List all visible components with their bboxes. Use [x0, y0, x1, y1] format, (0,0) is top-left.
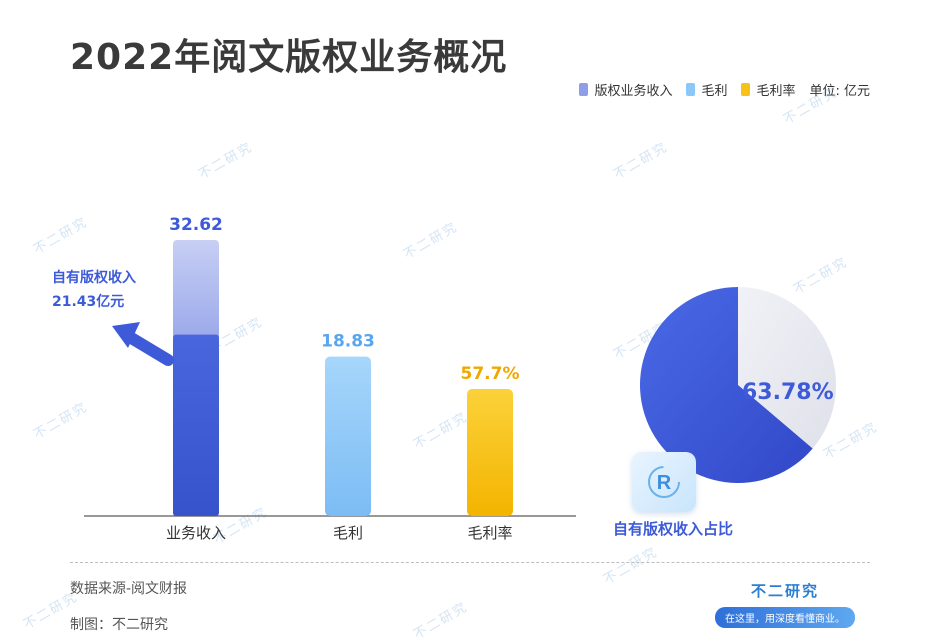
bar-revenue-total	[173, 240, 219, 341]
legend-item-gross-profit: 毛利	[686, 80, 727, 99]
brand-name: 不二研究	[750, 582, 819, 600]
annotation-line2: 21.43亿元	[52, 294, 125, 310]
data-source: 数据来源-阅文财报	[70, 581, 188, 597]
chart-maker: 制图：不二研究	[70, 617, 168, 633]
pie-slice-other	[738, 287, 836, 449]
category-label: 业务收入	[166, 524, 226, 542]
unit-label: 单位: 亿元	[809, 84, 870, 99]
legend-swatch	[741, 83, 751, 96]
annotation-arrow	[122, 330, 174, 366]
legend-item-margin: 毛利率	[741, 80, 795, 99]
bar-gross-margin	[467, 389, 513, 516]
legend-swatch	[686, 83, 696, 96]
pie-center-label: 63.78%	[742, 380, 834, 405]
bar-value-label: 57.7%	[461, 364, 520, 384]
pie-slice-self-owned	[639, 287, 813, 483]
legend-swatch	[579, 83, 589, 96]
divider	[70, 562, 870, 563]
pie-caption: 自有版权收入占比	[613, 520, 734, 538]
bar-value-label: 18.83	[321, 332, 375, 352]
legend-label: 毛利率	[756, 84, 796, 99]
category-label: 毛利	[333, 524, 363, 542]
annotation-arrowhead	[112, 322, 140, 348]
annotation-self-owned-revenue: 自有版权收入 21.43亿元	[52, 266, 136, 314]
bar-gross-profit	[325, 356, 371, 516]
legend-item-revenue: 版权业务收入	[579, 80, 672, 99]
r-logo-badge: R	[632, 452, 696, 512]
brand-block: 不二研究 在这里，用深度看懂商业。	[705, 580, 865, 628]
annotation-line1: 自有版权收入	[52, 270, 136, 286]
bar-self-owned-revenue	[173, 334, 219, 516]
legend-label: 版权业务收入	[594, 84, 673, 99]
chart-legend: 版权业务收入 毛利 毛利率 单位: 亿元	[579, 80, 870, 99]
brand-slogan: 在这里，用深度看懂商业。	[715, 607, 855, 628]
category-label: 毛利率	[467, 524, 512, 542]
svg-text:R: R	[657, 472, 672, 494]
r-logo-icon: R	[648, 466, 680, 498]
page-title: 2022年阅文版权业务概况	[70, 37, 508, 78]
bar-value-label: 32.62	[169, 215, 223, 235]
legend-label: 毛利	[701, 84, 728, 99]
